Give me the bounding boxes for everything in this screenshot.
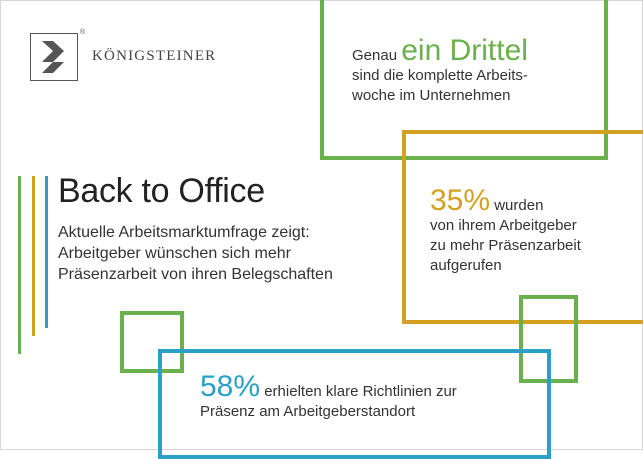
stat-35-line: aufgerufen bbox=[430, 257, 502, 274]
brand-name: KÖNIGSTEINER bbox=[92, 48, 217, 64]
subtitle-line: Arbeitgeber wünschen sich mehr bbox=[58, 245, 292, 262]
frame-green-small-left bbox=[120, 311, 184, 373]
stat-58-suffix: erhielten klare Richtlinien zur bbox=[260, 383, 457, 400]
stat-third-line: woche im Unternehmen bbox=[352, 87, 511, 104]
stat-35-suffix: wurden bbox=[490, 197, 544, 214]
stat-35-line: von ihrem Arbeitgeber bbox=[430, 217, 577, 234]
koenigsteiner-chevron-logo-icon bbox=[30, 33, 78, 81]
accent-line-blue bbox=[45, 176, 48, 328]
stat-58: 58% erhielten klare Richtlinien zur Präs… bbox=[200, 372, 457, 422]
subtitle-line: Aktuelle Arbeitsmarktumfrage zeigt: bbox=[58, 224, 310, 241]
registered-mark: ® bbox=[80, 29, 86, 36]
stat-third-line: sind die komplette Arbeits- bbox=[352, 67, 528, 84]
brand-logo: ® KÖNIGSTEINER bbox=[30, 29, 245, 83]
stat-58-highlight: 58% bbox=[200, 370, 261, 403]
page-subtitle: Aktuelle Arbeitsmarktumfrage zeigt: Arbe… bbox=[58, 222, 378, 285]
page-title: Back to Office bbox=[58, 172, 265, 210]
stat-58-line: Präsenz am Arbeitgeberstandort bbox=[200, 403, 416, 420]
stat-35-highlight: 35% bbox=[430, 184, 491, 217]
stat-35-line: zu mehr Präsenzarbeit bbox=[430, 237, 581, 254]
stat-third-highlight: ein Drittel bbox=[401, 34, 528, 67]
stat-third-prefix: Genau bbox=[352, 47, 402, 64]
accent-line-green bbox=[18, 176, 21, 354]
stat-third: Genau ein Drittel sind die komplette Arb… bbox=[352, 36, 528, 106]
frame-green-top bbox=[320, 0, 608, 160]
subtitle-line: Präsenzarbeit von ihren Belegschaften bbox=[58, 266, 333, 283]
stat-35: 35% wurden von ihrem Arbeitgeber zu mehr… bbox=[430, 186, 581, 276]
accent-line-orange bbox=[32, 176, 35, 336]
